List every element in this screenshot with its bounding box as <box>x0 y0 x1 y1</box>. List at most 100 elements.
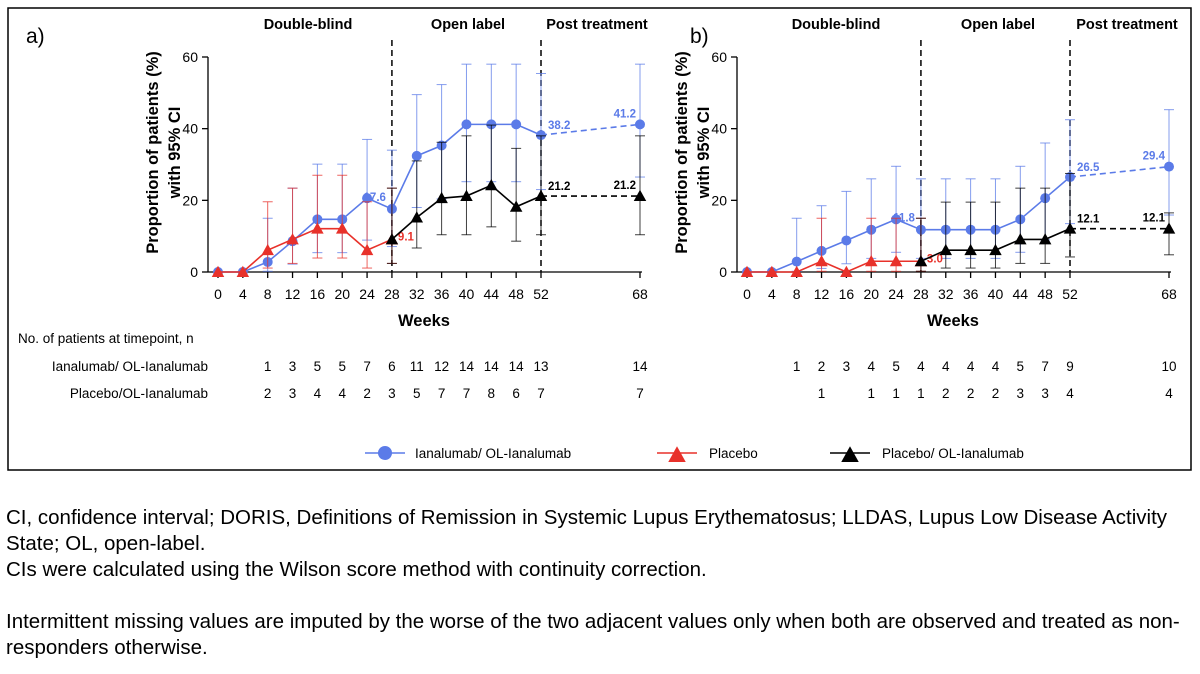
n-table-cell: 7 <box>463 386 471 401</box>
n-table-row-label: Ianalumab/ OL-Ianalumab <box>52 359 208 374</box>
y-tick-label: 60 <box>182 49 198 65</box>
n-table-cell: 1 <box>917 386 925 401</box>
data-label: 21.2 <box>614 180 636 192</box>
legend-marker <box>841 446 859 462</box>
footnotes: CI, confidence interval; DORIS, Definiti… <box>6 505 1186 661</box>
n-table: 1 2 3 4 5 4 4 4 4 5 7 9 101 1 1 1 2 2 2 3 3 4 4 <box>793 359 1177 401</box>
y-tick-label: 0 <box>190 264 198 280</box>
n-table-cell: 1 <box>867 386 875 401</box>
n-table-cell: 3 <box>1017 386 1025 401</box>
x-tick-label: 20 <box>863 286 879 302</box>
x-axis-label: Weeks <box>927 312 979 330</box>
n-table-cell: 11 <box>410 359 424 374</box>
x-tick-label: 40 <box>988 286 1004 302</box>
n-table-cell: 1 <box>818 386 826 401</box>
footnote-missing-values: Intermittent missing values are imputed … <box>6 610 1180 659</box>
phase-header: Double-blind <box>792 17 881 33</box>
data-point <box>486 119 497 130</box>
data-label: 12.1 <box>1143 213 1166 225</box>
x-tick-label: 52 <box>533 286 549 302</box>
x-tick-label: 44 <box>484 286 500 302</box>
x-tick-label: 0 <box>743 286 751 302</box>
data-point <box>410 211 424 223</box>
n-table-cell: 6 <box>388 359 396 374</box>
panel-a: a) Double-blind Open label Post treatment 0 2… <box>18 17 648 401</box>
phase-header: Post treatment <box>1076 17 1178 33</box>
data-point <box>1164 161 1174 172</box>
data-point <box>1063 222 1077 234</box>
x-tick-label: 4 <box>239 286 247 302</box>
data-point <box>461 119 472 130</box>
n-table-cell: 2 <box>818 359 826 374</box>
n-table-cell: 5 <box>1017 359 1025 374</box>
data-point <box>211 265 225 277</box>
n-table-cell: 6 <box>512 386 520 401</box>
n-table-cell: 5 <box>314 359 322 374</box>
panel-b: b) Double-blind Open label Post treatment 0 2… <box>673 17 1178 401</box>
n-table-cell: 8 <box>488 386 496 401</box>
y-tick-label: 40 <box>711 121 727 137</box>
figure-frame <box>7 7 1192 471</box>
x-tick-label: 36 <box>434 286 450 302</box>
x-tick-label: 8 <box>264 286 272 302</box>
x-tick-label: 32 <box>938 286 954 302</box>
n-table: No. of patients at timepoint, n Ianalumab… <box>18 331 648 401</box>
data-label: 12.1 <box>1077 214 1100 226</box>
x-tick-label: 68 <box>1161 286 1177 302</box>
phase-header: Double-blind <box>264 17 353 33</box>
data-point <box>815 255 828 267</box>
n-table-cell: 7 <box>1041 359 1049 374</box>
x-tick-label: 44 <box>1013 286 1029 302</box>
y-tick-label: 20 <box>182 192 198 208</box>
series-placebo-ol-ianalumab: 12.1 12.1 <box>914 172 1176 272</box>
x-tick-label: 12 <box>814 286 830 302</box>
data-point <box>511 119 522 130</box>
data-point <box>791 256 802 267</box>
x-tick-label: 24 <box>888 286 904 302</box>
n-table-cell: 5 <box>892 359 900 374</box>
series-line <box>747 260 921 273</box>
x-tick-label: 52 <box>1062 286 1078 302</box>
data-point <box>261 243 274 256</box>
data-point <box>914 255 928 267</box>
series-placebo-ol-ianalumab: 21.2 21.2 <box>385 124 647 264</box>
x-tick-label: 48 <box>508 286 524 302</box>
data-label: 41.2 <box>614 108 636 120</box>
x-tick-label: 20 <box>334 286 350 302</box>
panel-label: b) <box>690 25 709 48</box>
data-point <box>534 189 548 202</box>
data-point <box>236 265 250 277</box>
x-tick-label: 68 <box>632 286 648 302</box>
n-table-cell: 7 <box>636 386 644 401</box>
data-point <box>841 235 852 246</box>
n-table-header: No. of patients at timepoint, n <box>18 331 194 346</box>
data-point <box>740 265 754 277</box>
n-table-cell: 2 <box>363 386 371 401</box>
footnote-ci-method: CIs were calculated using the Wilson sco… <box>6 558 707 581</box>
n-table-cell: 4 <box>314 386 322 401</box>
n-table-cell: 2 <box>264 386 272 401</box>
data-point <box>509 200 523 212</box>
n-table-row-label: Placebo/OL-Ianalumab <box>70 386 208 401</box>
data-point <box>335 222 349 234</box>
y-tick-label: 60 <box>711 49 727 65</box>
data-point <box>790 265 803 277</box>
y-tick-label: 40 <box>182 121 198 137</box>
n-table-cell: 2 <box>967 386 975 401</box>
data-point <box>435 191 448 204</box>
phase-header: Open label <box>961 17 1035 33</box>
n-table-cell: 7 <box>438 386 446 401</box>
n-table-cell: 4 <box>992 359 1000 374</box>
post-treatment-line <box>540 123 641 136</box>
x-tick-label: 12 <box>285 286 301 302</box>
data-point <box>536 130 546 141</box>
data-point <box>286 233 299 245</box>
y-axis-label-line2: with 95% CI <box>166 107 184 200</box>
footnote-abbreviations: CI, confidence interval; DORIS, Definiti… <box>6 506 1168 555</box>
x-tick-label: 0 <box>214 286 222 302</box>
data-label: 11.8 <box>893 213 915 225</box>
n-table-cell: 5 <box>413 386 421 401</box>
n-table-cell: 3 <box>289 386 297 401</box>
n-table-cell: 13 <box>533 359 548 374</box>
series-line <box>218 227 393 273</box>
